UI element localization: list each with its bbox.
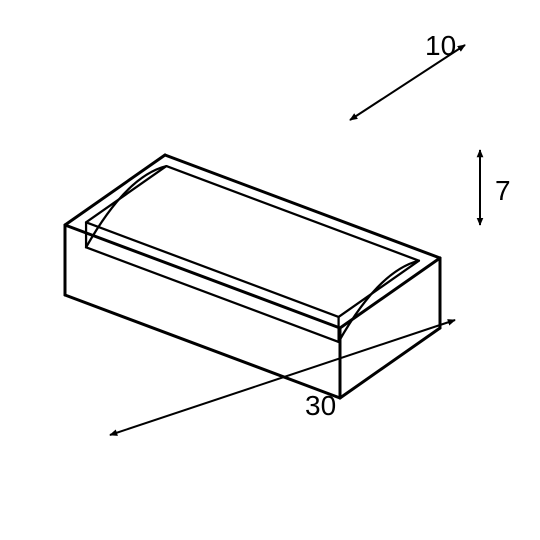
dimension-length-label: 30 xyxy=(305,390,336,421)
box-outline xyxy=(65,155,440,398)
dimension-height: 7 xyxy=(480,150,511,225)
dimension-width-label: 10 xyxy=(425,30,456,61)
dimension-length: 30 xyxy=(110,320,455,435)
dimension-height-label: 7 xyxy=(495,175,511,206)
inner-rim xyxy=(86,166,419,342)
dimension-width: 10 xyxy=(350,30,465,120)
